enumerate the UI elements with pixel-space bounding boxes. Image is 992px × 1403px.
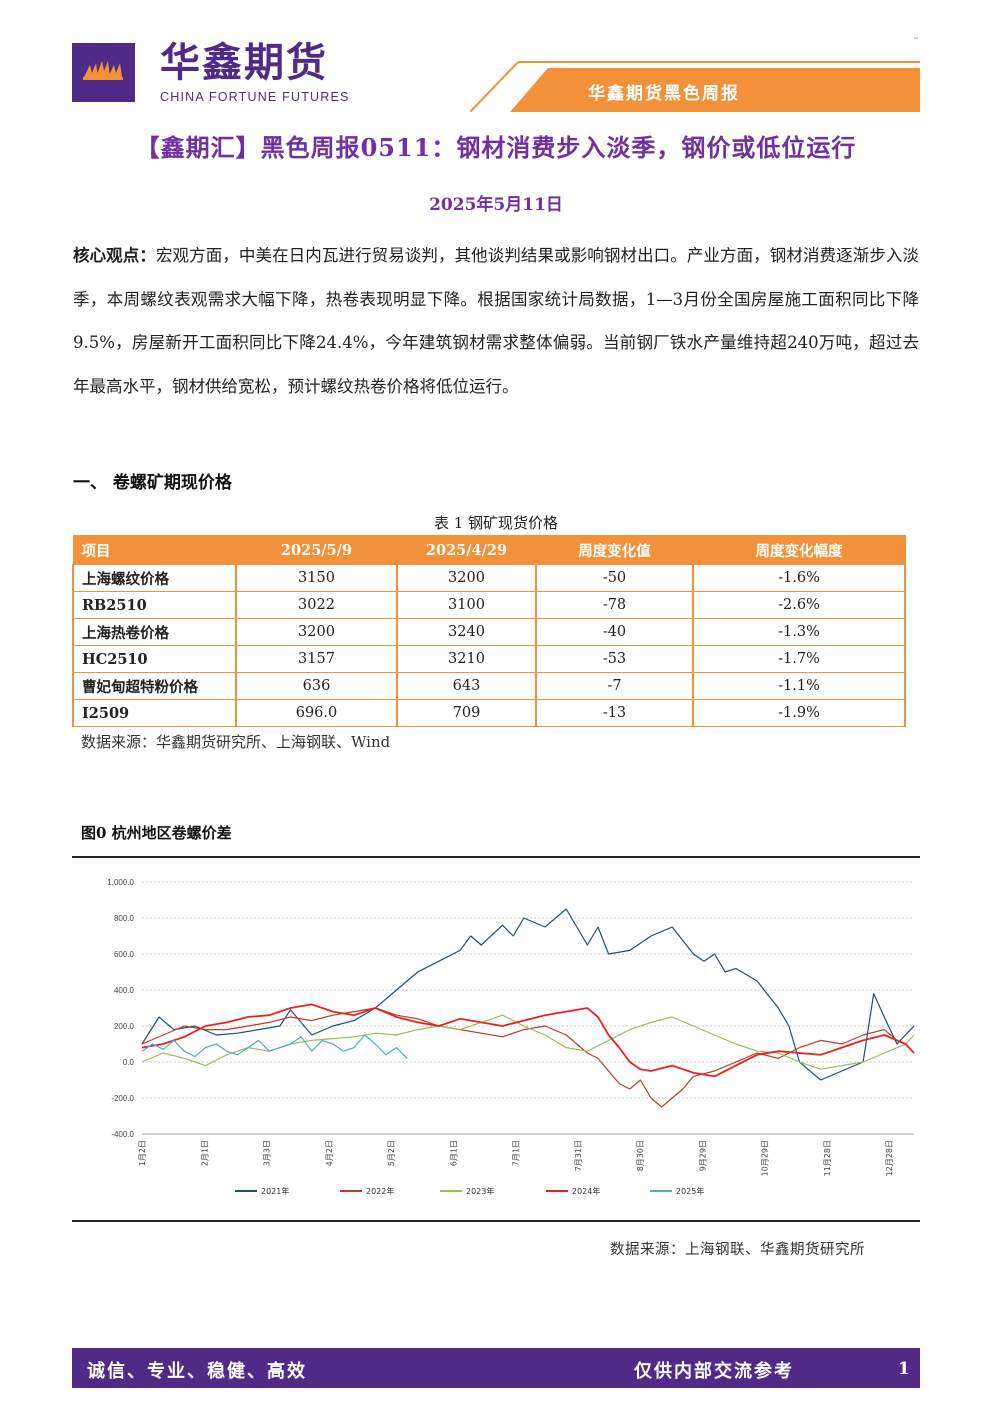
x-tick-label: 8月30日	[636, 1140, 645, 1171]
table-cell: -7	[535, 672, 694, 700]
table-source-note: 数据来源：华鑫期货研究所、上海钢联、Wind	[81, 733, 391, 751]
series-line	[141, 1007, 898, 1108]
column-header: 周度变化值	[535, 535, 694, 565]
y-tick-label: 0.0	[123, 1058, 135, 1067]
figure-source-note: 数据来源：上海钢联、华鑫期货研究所	[610, 1242, 865, 1258]
document-title: 【鑫期汇】黑色周报0511：钢材消费步入淡季，钢价或低位运行	[135, 133, 857, 162]
x-tick-label: 5月2日	[387, 1140, 396, 1166]
figure-bottom-rule	[72, 1220, 920, 1222]
column-header: 项目	[72, 535, 237, 565]
column-header: 2025/5/9	[235, 535, 398, 565]
column-header: 周度变化幅度	[692, 535, 906, 565]
footer-note: 仅供内部交流参考	[634, 1361, 794, 1382]
legend-label: 2021年	[261, 1186, 289, 1196]
table-cell: 3150	[235, 564, 398, 592]
column-header: 2025/4/29	[396, 535, 537, 565]
corner-mark	[914, 37, 918, 39]
table-cell: -2.6%	[692, 591, 906, 619]
legend-label: 2024年	[572, 1186, 600, 1196]
table-row: HC2510 3157 3210 -53 -1.7%	[72, 645, 906, 673]
table-cell: 3022	[235, 591, 398, 619]
legend-label: 2022年	[366, 1186, 394, 1196]
table-cell: 3240	[396, 618, 537, 646]
table-cell: 636	[235, 672, 398, 700]
table-caption: 表 1 钢矿现货价格	[433, 514, 559, 532]
table-header-row: 项目 2025/5/9 2025/4/29 周度变化值 周度变化幅度	[72, 535, 906, 565]
core-view-lead: 核心观点：	[73, 246, 156, 265]
figure-title: 图0 杭州地区卷螺价差	[81, 824, 232, 842]
table-cell: -1.1%	[692, 672, 906, 700]
spread-line-chart: 1,000.0 800.0 600.0 400.0 200.0 0.0 -200.0 -400…	[107, 878, 915, 1196]
series-line	[141, 1003, 915, 1078]
table-cell: I2509	[72, 699, 237, 727]
x-tick-label: 7月31日	[574, 1140, 583, 1171]
table-cell: HC2510	[72, 645, 237, 673]
fortune-flames-icon	[72, 43, 135, 102]
footer-bar: 诚信、专业、稳健、高效 仅供内部交流参考 1	[72, 1348, 920, 1388]
table-cell: -50	[535, 564, 694, 592]
table-cell: -1.6%	[692, 564, 906, 592]
table-cell: 上海热卷价格	[72, 618, 237, 646]
x-tick-label: 12月28日	[885, 1140, 894, 1176]
table-row: I2509 696.0 709 -13 -1.9%	[72, 699, 906, 727]
figure-top-rule	[72, 856, 920, 858]
x-tick-label: 11月28日	[823, 1140, 832, 1176]
table-cell: 3210	[396, 645, 537, 673]
x-tick-label: 3月3日	[263, 1140, 272, 1166]
page-number: 1	[898, 1359, 910, 1379]
legend-label: 2025年	[676, 1186, 704, 1196]
report-series-label: 华鑫期货黑色周报	[588, 84, 740, 104]
x-tick-label: 7月1日	[512, 1140, 521, 1166]
footer-motto: 诚信、专业、稳健、高效	[87, 1361, 307, 1382]
x-tick-label: 2月1日	[200, 1140, 209, 1166]
table-cell: 696.0	[235, 699, 398, 727]
header-band	[470, 61, 920, 112]
company-logo	[72, 43, 135, 102]
table-cell: -78	[535, 591, 694, 619]
price-table: 项目 2025/5/9 2025/4/29 周度变化值 周度变化幅度 上海螺纹价…	[72, 535, 906, 727]
x-tick-label: 4月2日	[325, 1140, 334, 1166]
table-cell: -13	[535, 699, 694, 727]
core-view-text: 宏观方面，中美在日内瓦进行贸易谈判，其他谈判结果或影响钢材出口。产业方面，钢材消…	[73, 246, 920, 396]
table-cell: 上海螺纹价格	[72, 564, 237, 592]
table-row: 上海热卷价格 3200 3240 -40 -1.3%	[72, 618, 906, 646]
y-tick-label: 1,000.0	[107, 878, 134, 887]
series-line	[141, 908, 915, 1081]
x-tick-label: 6月1日	[449, 1140, 458, 1166]
table-cell: 3157	[235, 645, 398, 673]
table-cell: 3200	[396, 564, 537, 592]
table-cell: 曹妃甸超特粉价格	[72, 672, 237, 700]
x-tick-label: 9月29日	[698, 1140, 707, 1171]
table-cell: 709	[396, 699, 537, 727]
core-view-paragraph: 核心观点：宏观方面，中美在日内瓦进行贸易谈判，其他谈判结果或影响钢材出口。产业方…	[73, 234, 919, 408]
document-date: 2025年5月11日	[429, 195, 563, 215]
y-tick-label: 200.0	[114, 1022, 135, 1031]
table-cell: -1.7%	[692, 645, 906, 673]
table-row: 曹妃甸超特粉价格 636 643 -7 -1.1%	[72, 672, 906, 700]
table-cell: 3200	[235, 618, 398, 646]
table-cell: 3100	[396, 591, 537, 619]
table-cell: 643	[396, 672, 537, 700]
table-cell: -53	[535, 645, 694, 673]
y-tick-label: 600.0	[114, 950, 135, 959]
x-tick-label: 1月2日	[138, 1140, 147, 1166]
section-heading: 一、 卷螺矿期现价格	[73, 473, 232, 493]
table-row: RB2510 3022 3100 -78 -2.6%	[72, 591, 906, 619]
table-cell: -40	[535, 618, 694, 646]
table-cell: RB2510	[72, 591, 237, 619]
x-tick-label: 10月29日	[761, 1140, 770, 1176]
y-tick-label: 800.0	[114, 914, 135, 923]
table-row: 上海螺纹价格 3150 3200 -50 -1.6%	[72, 564, 906, 592]
y-tick-label: -400.0	[111, 1130, 134, 1139]
table-cell: -1.3%	[692, 618, 906, 646]
legend-label: 2023年	[466, 1186, 494, 1196]
series-line	[141, 1034, 408, 1059]
series-line	[141, 1014, 915, 1070]
logo-chinese-name: 华鑫期货	[160, 40, 328, 86]
table-cell: -1.9%	[692, 699, 906, 727]
y-tick-label: 400.0	[114, 986, 135, 995]
logo-english-name: CHINA FORTUNE FUTURES	[160, 90, 350, 104]
y-tick-label: -200.0	[111, 1094, 134, 1103]
